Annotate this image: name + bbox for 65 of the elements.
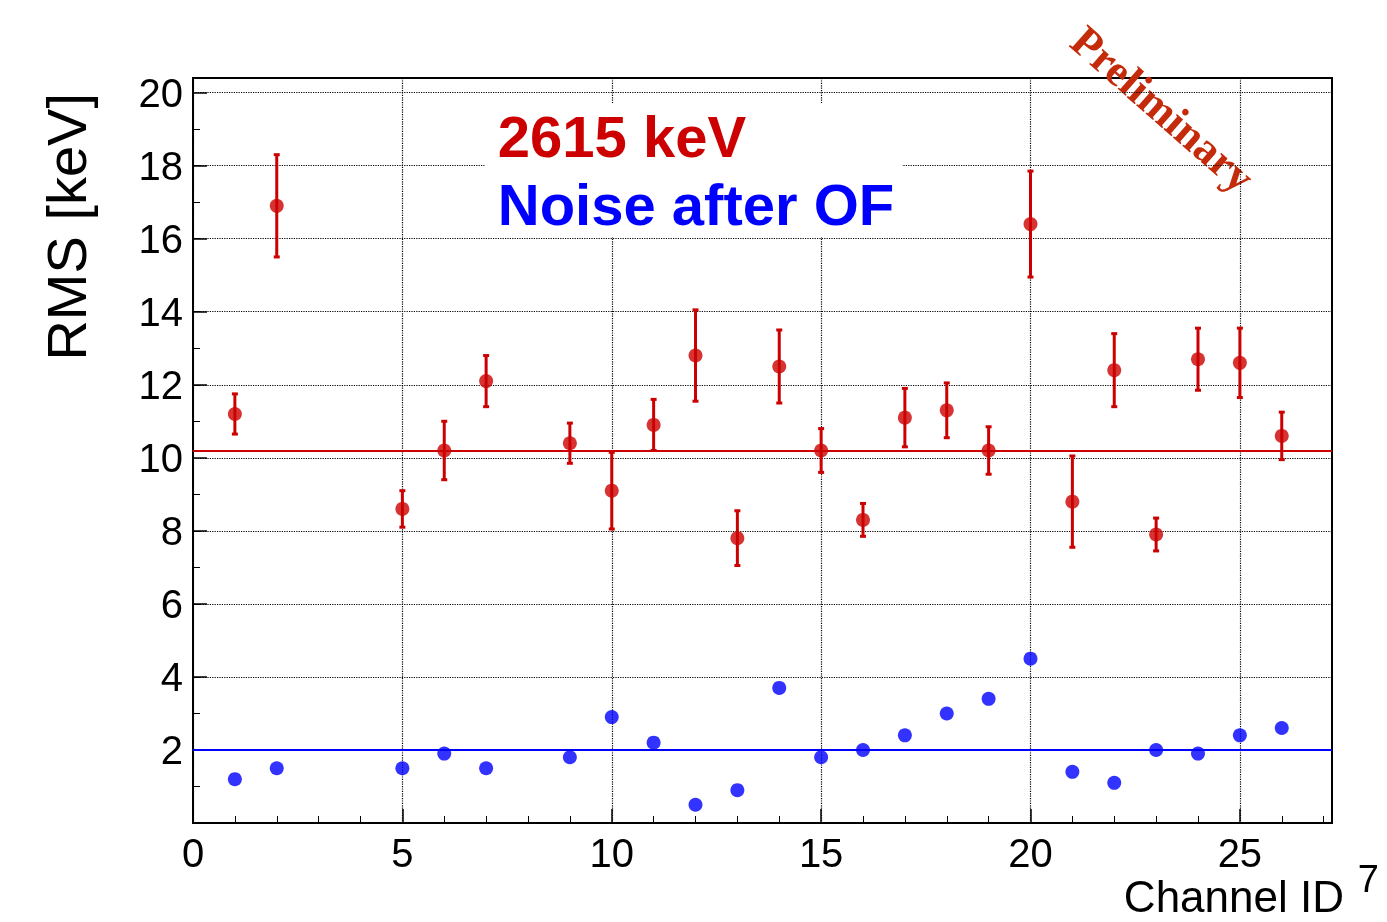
point	[395, 501, 410, 516]
y-tick-label: 2	[160, 727, 183, 772]
y-tick-label: 18	[138, 143, 183, 188]
y-tick-label: 16	[138, 216, 183, 261]
point	[479, 761, 494, 776]
point	[437, 746, 452, 761]
y-axis-title: RMS [keV]	[34, 92, 98, 361]
point	[1232, 728, 1247, 743]
point	[688, 797, 703, 812]
point	[269, 198, 284, 213]
point	[562, 750, 577, 765]
point	[227, 772, 242, 787]
y-tick-label: 10	[138, 435, 183, 480]
x-tick-label: 10	[589, 831, 634, 875]
point	[227, 406, 242, 421]
point	[939, 403, 954, 418]
point	[1149, 742, 1164, 757]
point	[1232, 355, 1247, 370]
point	[1274, 721, 1289, 736]
y-tick-label: 12	[138, 362, 183, 407]
y-tick-label: 4	[160, 654, 183, 699]
point	[856, 742, 870, 757]
point	[1191, 352, 1205, 367]
y-tick-label: 20	[138, 70, 183, 115]
text: 2615 keV	[497, 103, 747, 169]
point	[814, 750, 829, 765]
point	[897, 728, 912, 743]
point	[646, 417, 661, 432]
point	[1023, 651, 1038, 666]
point	[646, 735, 661, 750]
point	[437, 443, 452, 458]
point	[981, 691, 996, 706]
point	[772, 680, 787, 695]
point	[1107, 775, 1122, 790]
point	[814, 443, 829, 458]
point	[269, 761, 284, 776]
y-tick-label: 6	[160, 581, 183, 626]
point	[1065, 494, 1080, 509]
point	[395, 761, 410, 776]
point	[939, 706, 954, 721]
point	[1023, 217, 1038, 232]
point	[730, 783, 745, 798]
point	[1191, 746, 1205, 761]
x-tick-label: 5	[391, 831, 414, 875]
point	[479, 374, 494, 389]
text: Noise after OF	[497, 171, 895, 237]
point	[1274, 428, 1289, 443]
y-tick-label: 8	[160, 508, 183, 553]
point	[856, 512, 870, 527]
y-tick-label: 14	[138, 289, 183, 334]
text: 7	[1357, 858, 1380, 900]
point	[981, 443, 996, 458]
point	[604, 710, 619, 725]
point	[1107, 363, 1122, 378]
x-tick-label: 15	[798, 831, 844, 875]
point	[1065, 764, 1080, 779]
point	[730, 531, 745, 546]
point	[688, 348, 703, 363]
x-tick-label: 0	[181, 831, 205, 875]
point	[562, 436, 577, 451]
point	[772, 359, 787, 374]
point	[897, 410, 912, 425]
x-tick-label: 20	[1008, 831, 1053, 875]
point	[1149, 527, 1164, 542]
point	[604, 483, 619, 498]
